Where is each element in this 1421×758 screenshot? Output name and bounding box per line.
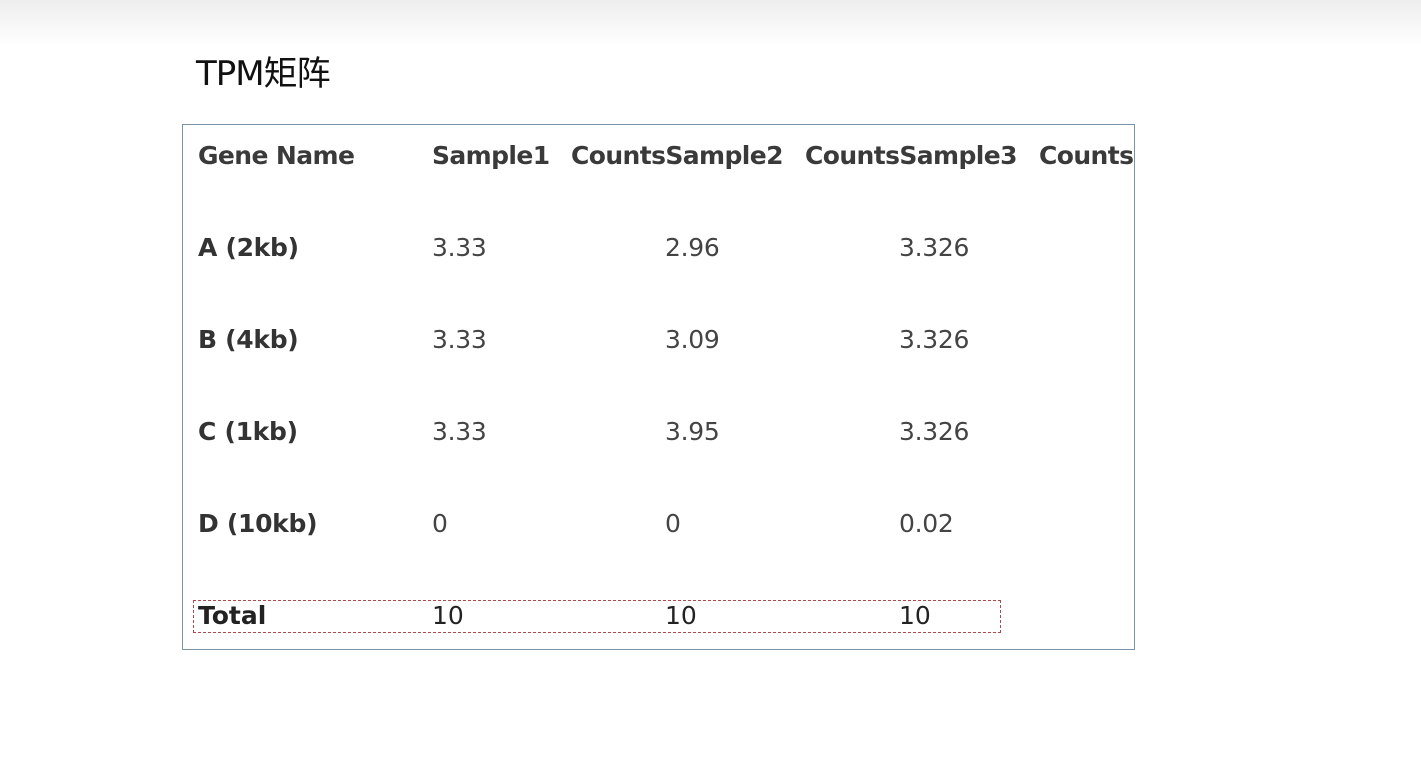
column-header-sample2: CountsSample2 <box>571 141 783 170</box>
total-row-highlight <box>193 600 1001 633</box>
cell-sample1-value: 3.33 <box>432 233 487 262</box>
row-gene-label: D (10kb) <box>198 509 318 538</box>
total-sample1-value: 10 <box>432 601 464 630</box>
cell-sample2-value: 0 <box>665 509 681 538</box>
column-header-sample3: CountsSample3 <box>805 141 1017 170</box>
cell-sample3-value: 3.326 <box>899 233 970 262</box>
page-title: TPM矩阵 <box>196 54 331 94</box>
total-sample2-value: 10 <box>665 601 697 630</box>
cell-sample3-value: 0.02 <box>899 509 954 538</box>
column-header-counts: Counts <box>1039 141 1134 170</box>
row-gene-label: C (1kb) <box>198 417 298 446</box>
cell-sample2-value: 3.09 <box>665 325 720 354</box>
cell-sample3-value: 3.326 <box>899 325 970 354</box>
total-label: Total <box>198 601 267 630</box>
cell-sample2-value: 2.96 <box>665 233 720 262</box>
cell-sample2-value: 3.95 <box>665 417 720 446</box>
row-gene-label: B (4kb) <box>198 325 299 354</box>
row-gene-label: A (2kb) <box>198 233 299 262</box>
cell-sample1-value: 3.33 <box>432 417 487 446</box>
cell-sample3-value: 3.326 <box>899 417 970 446</box>
cell-sample1-value: 3.33 <box>432 325 487 354</box>
cell-sample1-value: 0 <box>432 509 448 538</box>
tpm-matrix-table: Gene Name Sample1 CountsSample2 CountsSa… <box>182 124 1135 650</box>
total-sample3-value: 10 <box>899 601 931 630</box>
top-shade <box>0 0 1421 46</box>
column-header-sample1: Sample1 <box>432 141 550 170</box>
column-header-gene-name: Gene Name <box>198 141 355 170</box>
